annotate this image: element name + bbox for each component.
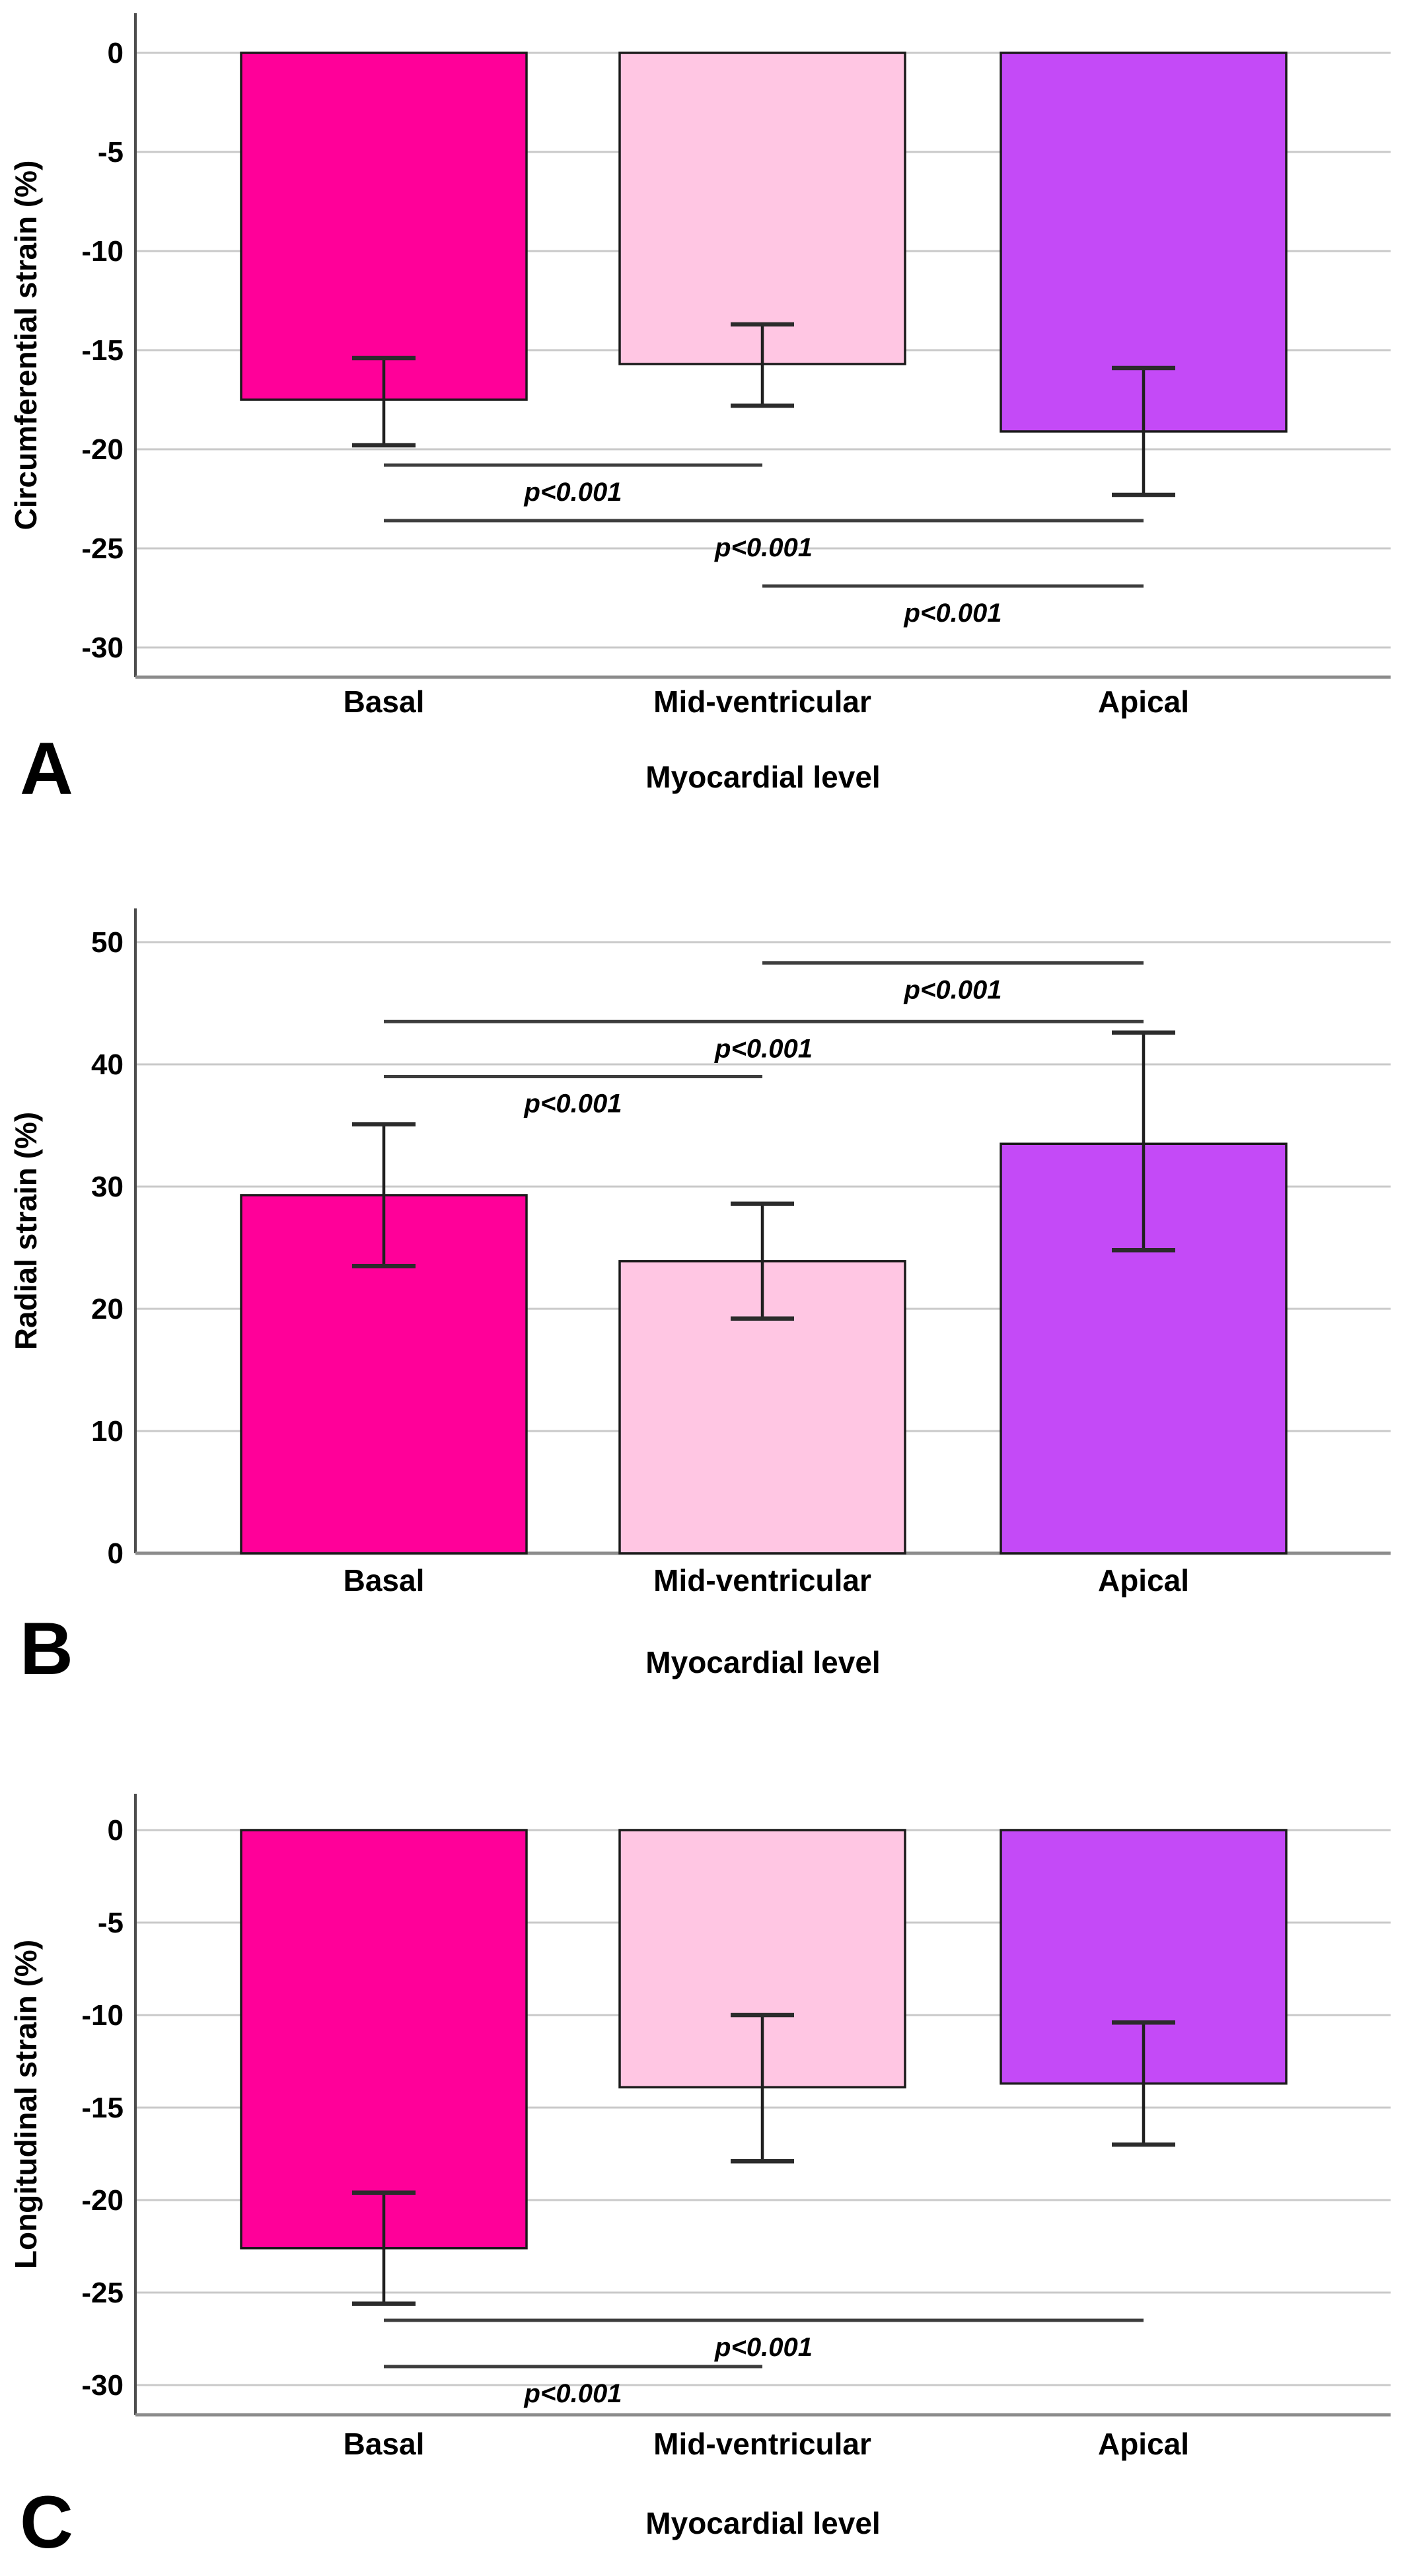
y-tick-label: 0 (108, 37, 124, 69)
y-axis-title: Longitudinal strain (%) (9, 1940, 43, 2269)
x-category-label: Basal (344, 2427, 425, 2461)
x-axis-title: Myocardial level (645, 760, 880, 794)
y-tick-label: 0 (108, 1537, 124, 1570)
panel-a-chart: 0 -5 -10 -15 -20 -25 -30 Circumferential strain… (9, 13, 1391, 794)
y-tick-label: -5 (98, 136, 124, 168)
y-tick-label: 40 (91, 1049, 124, 1081)
significance-label: p<0.001 (904, 599, 1002, 628)
x-category-label: Apical (1098, 1563, 1189, 1598)
x-axis-title: Myocardial level (645, 2506, 880, 2540)
x-category-label: Mid-ventricular (653, 2427, 871, 2461)
bar-mid-ventricular (618, 52, 906, 365)
panel-letter-a: A (20, 727, 73, 810)
y-tick-label: 30 (91, 1171, 124, 1203)
panel-letter-c: C (20, 2481, 73, 2563)
x-axis-title: Myocardial level (645, 1645, 880, 1679)
significance-label: p<0.001 (714, 2333, 813, 2362)
panel-letter-b: B (20, 1607, 73, 1690)
significance-label: p<0.001 (524, 478, 622, 507)
x-category-label: Basal (344, 1563, 425, 1598)
x-category-label: Apical (1098, 2427, 1189, 2461)
panel-b-chart: 0 10 20 30 40 50 Radial strain (%) p<0.001 p<0.0… (9, 908, 1391, 1679)
y-tick-label: -5 (98, 1907, 124, 1939)
y-tick-label: -25 (81, 2277, 124, 2309)
bar-basal (240, 52, 528, 401)
panel-c-chart: 0 -5 -10 -15 -20 -25 -30 Longitudinal strain (%… (9, 1794, 1391, 2540)
y-tick-label: 20 (91, 1293, 124, 1325)
y-tick-label: -30 (81, 2369, 124, 2402)
significance-label: p<0.001 (714, 533, 813, 562)
significance-label: p<0.001 (714, 1034, 813, 1063)
y-tick-label: -30 (81, 632, 124, 664)
y-tick-label: 0 (108, 1814, 124, 1847)
x-category-label: Basal (344, 684, 425, 719)
significance-label: p<0.001 (904, 975, 1002, 1004)
y-axis-title: Circumferential strain (%) (9, 161, 43, 531)
y-axis-title: Radial strain (%) (9, 1112, 43, 1350)
y-tick-label: 50 (91, 926, 124, 959)
y-tick-label: -20 (81, 2184, 124, 2217)
bar-basal (240, 1829, 528, 2250)
y-tick-label: 10 (91, 1415, 124, 1448)
y-tick-label: -25 (81, 533, 124, 565)
y-tick-label: -20 (81, 433, 124, 466)
y-tick-label: -15 (81, 2092, 124, 2124)
x-category-label: Mid-ventricular (653, 1563, 871, 1598)
y-tick-label: -15 (81, 334, 124, 367)
y-tick-label: -10 (81, 1999, 124, 2032)
y-tick-label: -10 (81, 235, 124, 268)
significance-label: p<0.001 (524, 1089, 622, 1119)
x-category-label: Mid-ventricular (653, 684, 871, 719)
significance-label: p<0.001 (524, 2379, 622, 2408)
x-category-label: Apical (1098, 684, 1189, 719)
